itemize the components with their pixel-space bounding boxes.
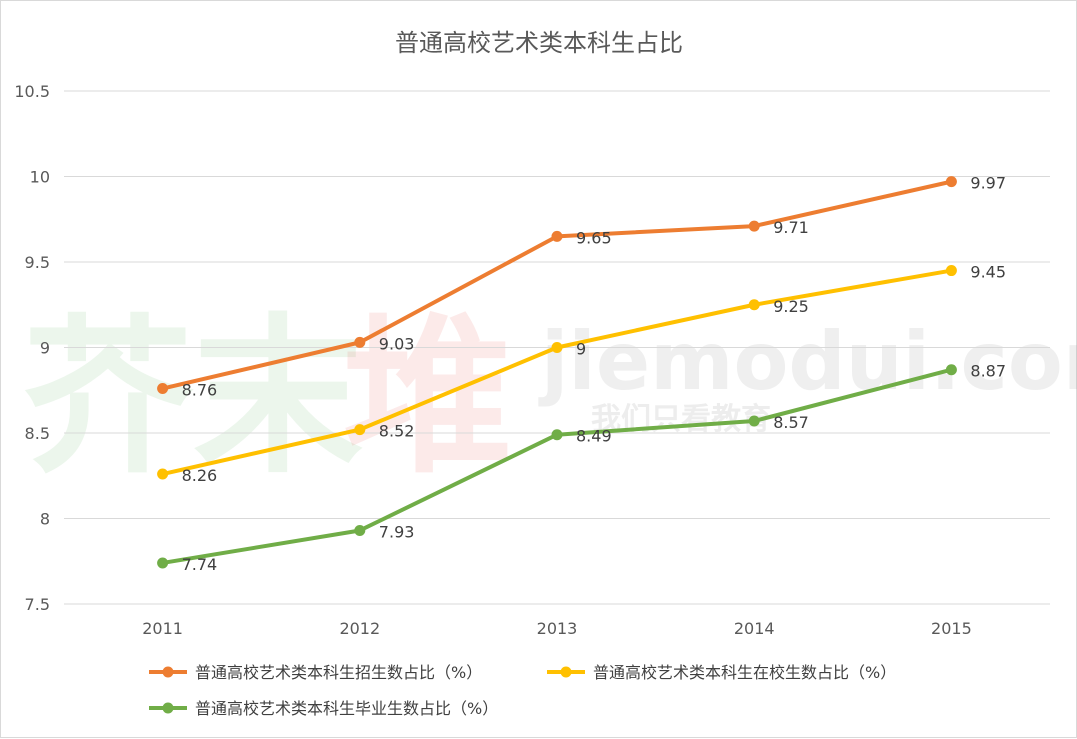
y-tick-label: 8.5 bbox=[25, 424, 50, 443]
y-tick-label: 9.5 bbox=[25, 253, 50, 272]
x-tick-label: 2014 bbox=[734, 619, 775, 638]
data-point bbox=[748, 415, 760, 427]
y-tick-label: 10 bbox=[30, 168, 50, 187]
data-point bbox=[945, 265, 957, 277]
data-label: 7.93 bbox=[379, 522, 415, 541]
legend-marker bbox=[162, 666, 174, 678]
legend-marker bbox=[162, 702, 174, 714]
data-label: 9.71 bbox=[773, 218, 809, 237]
data-point bbox=[354, 424, 366, 436]
watermark-cn-part2: 堆 bbox=[343, 299, 513, 497]
data-label: 8.26 bbox=[182, 466, 218, 485]
y-tick-label: 7.5 bbox=[25, 595, 50, 614]
x-tick-label: 2012 bbox=[339, 619, 380, 638]
x-axis: 2011 2012 2013 2014 2015 bbox=[142, 619, 972, 638]
data-point bbox=[945, 176, 957, 188]
legend-item: 普通高校艺术类本科生招生数占比（%） bbox=[149, 663, 482, 682]
watermark-cn-part1: 芥末 bbox=[23, 299, 363, 497]
legend: 普通高校艺术类本科生招生数占比（%） 普通高校艺术类本科生在校生数占比（%） 普通高… bbox=[149, 663, 896, 718]
data-label: 8.49 bbox=[576, 427, 612, 446]
y-axis: 7.5 8 8.5 9 9.5 10 10.5 bbox=[14, 82, 50, 614]
data-point bbox=[748, 220, 760, 232]
legend-item: 普通高校艺术类本科生毕业生数占比（%） bbox=[149, 699, 498, 718]
data-point bbox=[157, 557, 169, 569]
data-point bbox=[551, 429, 563, 441]
legend-marker bbox=[560, 666, 572, 678]
data-label: 9.97 bbox=[970, 174, 1006, 193]
data-point bbox=[551, 230, 563, 242]
x-tick-label: 2011 bbox=[142, 619, 183, 638]
data-point bbox=[157, 468, 169, 480]
data-label: 8.76 bbox=[182, 381, 218, 400]
data-label: 9.65 bbox=[576, 228, 612, 247]
data-point bbox=[748, 299, 760, 311]
data-label: 9.45 bbox=[970, 263, 1006, 282]
y-tick-label: 9 bbox=[40, 339, 50, 358]
y-tick-label: 8 bbox=[40, 510, 50, 529]
legend-label: 普通高校艺术类本科生招生数占比（%） bbox=[195, 663, 482, 682]
data-point bbox=[157, 383, 169, 395]
data-point bbox=[551, 342, 563, 353]
legend-label: 普通高校艺术类本科生在校生数占比（%） bbox=[593, 663, 896, 682]
y-tick-label: 10.5 bbox=[14, 82, 50, 101]
data-point bbox=[354, 336, 366, 348]
data-label: 9.25 bbox=[773, 297, 809, 316]
data-point bbox=[354, 524, 366, 536]
gridlines bbox=[64, 90, 1050, 605]
data-point bbox=[945, 364, 957, 376]
data-label: 7.74 bbox=[182, 555, 218, 574]
x-tick-label: 2013 bbox=[537, 619, 578, 638]
legend-item: 普通高校艺术类本科生在校生数占比（%） bbox=[547, 663, 896, 682]
chart-title: 普通高校艺术类本科生占比 bbox=[395, 29, 683, 57]
series-group bbox=[157, 176, 957, 569]
data-label: 8.57 bbox=[773, 413, 809, 432]
data-labels: 8.76 9.03 9.65 9.71 9.97 8.26 8.52 9 9.25 9.45 7.7… bbox=[182, 174, 1006, 574]
data-label: 8.87 bbox=[970, 362, 1006, 381]
data-label: 8.52 bbox=[379, 422, 415, 441]
x-tick-label: 2015 bbox=[931, 619, 972, 638]
legend-label: 普通高校艺术类本科生毕业生数占比（%） bbox=[195, 699, 498, 718]
data-label: 9.03 bbox=[379, 334, 415, 353]
data-label: 9 bbox=[576, 340, 586, 359]
